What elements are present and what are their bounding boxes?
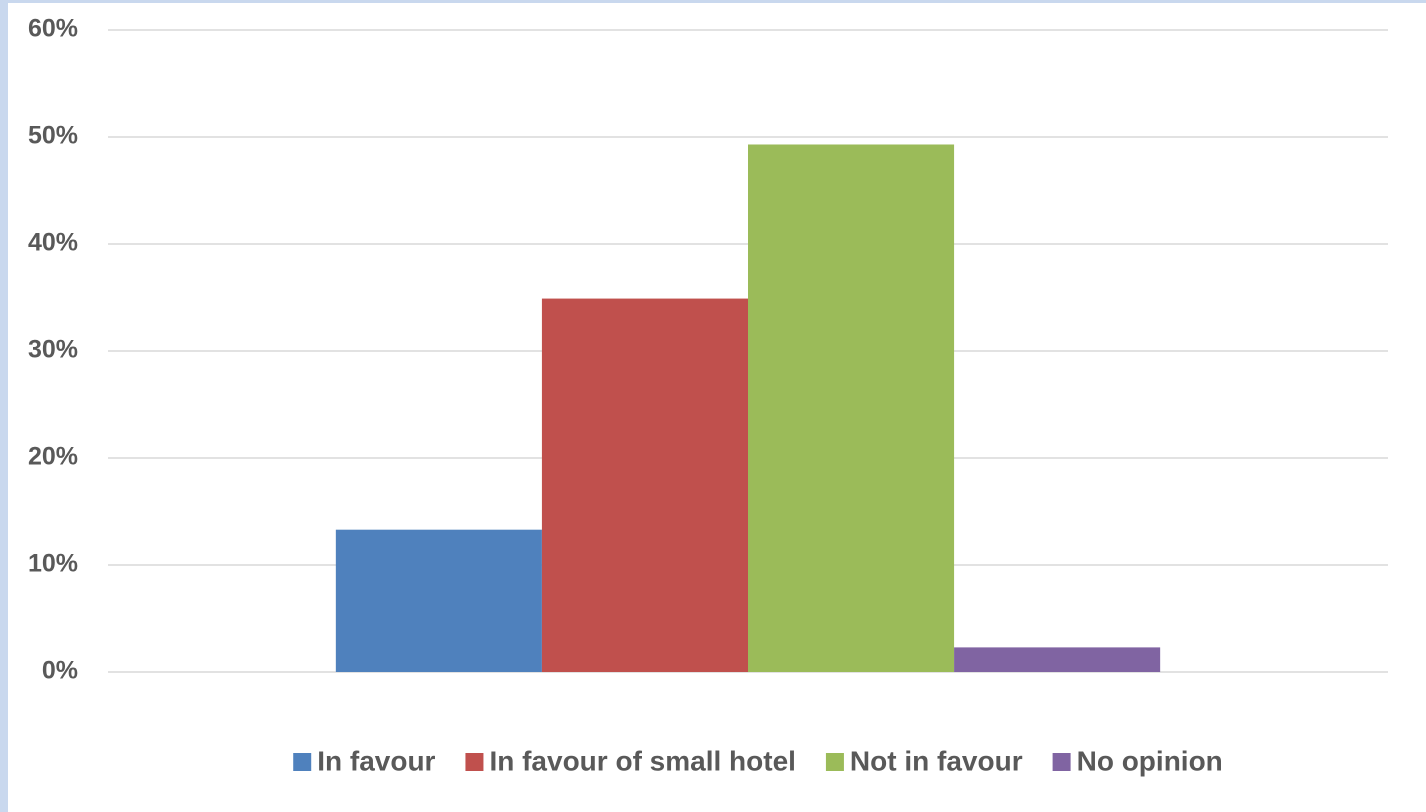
y-tick-label: 0% (42, 657, 78, 685)
legend: In favour In favour of small hotel Not in … (293, 745, 1223, 776)
bar (954, 647, 1161, 672)
bar (748, 144, 955, 673)
legend-label: In favour (317, 745, 435, 776)
legend-label: No opinion (1077, 745, 1223, 776)
legend-swatch (293, 753, 312, 771)
legend-swatch (825, 753, 844, 771)
legend-swatch (465, 753, 484, 771)
y-tick-label: 30% (28, 336, 78, 364)
y-tick-label: 50% (28, 122, 78, 150)
bar (335, 529, 542, 672)
y-tick-label: 40% (28, 229, 78, 257)
legend-label: In favour of small hotel (489, 745, 795, 776)
y-tick-label: 20% (28, 443, 78, 471)
y-tick-label: 60% (28, 15, 78, 43)
y-tick-label: 10% (28, 550, 78, 578)
legend-swatch (1052, 753, 1071, 771)
legend-label: Not in favour (850, 745, 1023, 776)
bar (541, 298, 748, 672)
